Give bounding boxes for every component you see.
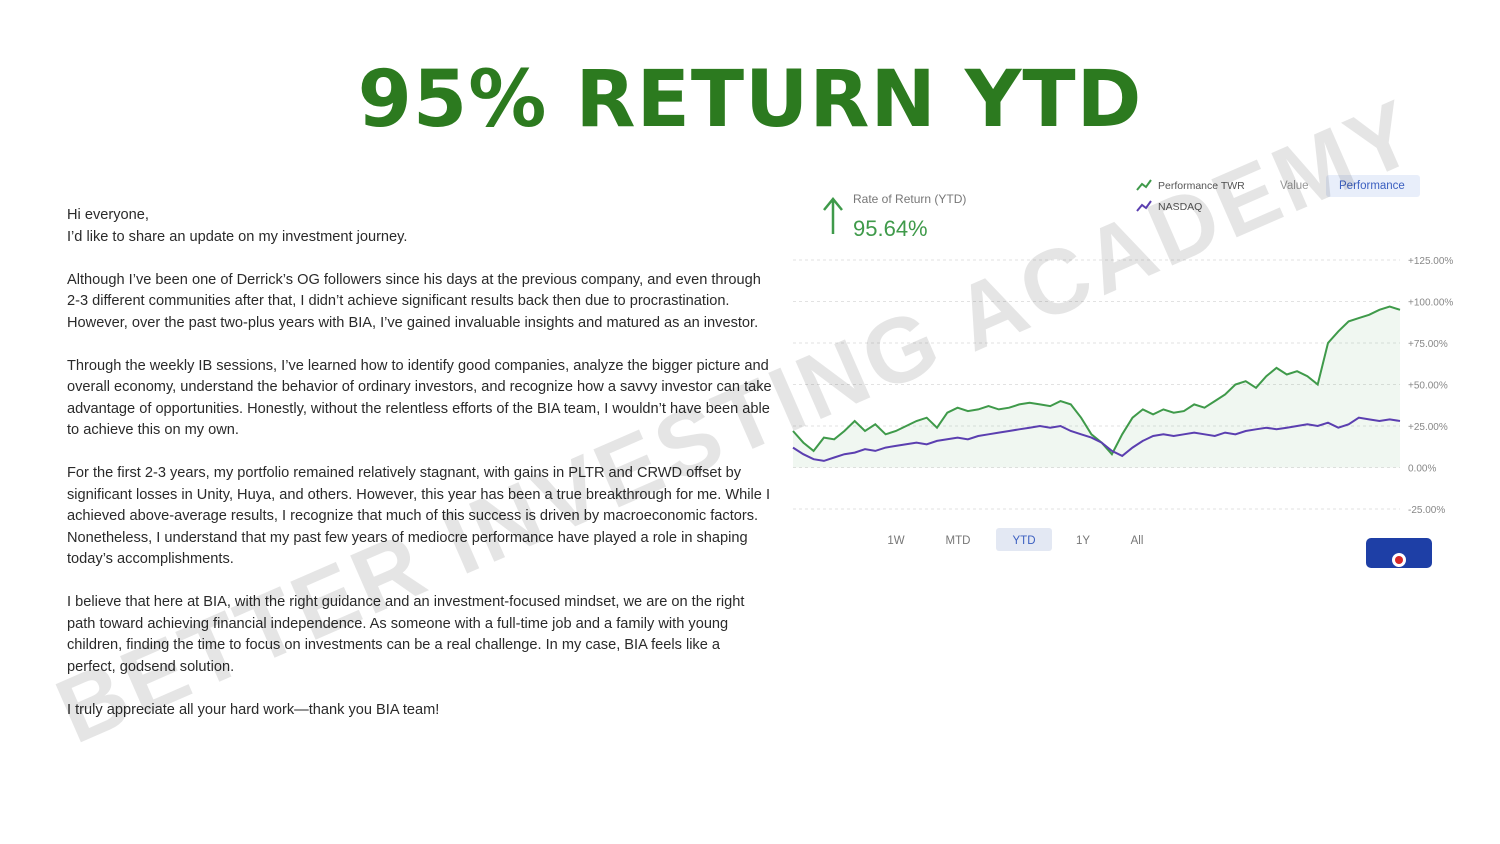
letter: Hi everyone, I’d like to share an update … [67,205,772,743]
chart-panel [785,165,1460,570]
legend-label: Performance TWR [1158,180,1245,192]
summary-label: Rate of Return (YTD) [853,192,966,206]
view-button-active [1326,175,1420,197]
legend-icon [1136,179,1152,191]
paragraph-line: Although I’ve been one of Derrick’s OG f… [67,271,761,331]
paragraph: Hi everyone, I’d like to share an update … [67,205,772,248]
paragraph: Although I’ve been one of Derrick’s OG f… [67,270,772,335]
range-button[interactable]: 1W [887,535,904,547]
paragraph-line: I truly appreciate all your hard work—th… [67,701,440,718]
paragraph-line: I’d like to share an update on my invest… [67,228,408,245]
line [792,416,1401,462]
up-arrow [823,197,843,234]
range-button-active [996,528,1052,551]
y-tick-label: +75.00% [1408,339,1448,350]
summary-value: 95.64% [853,216,928,241]
paragraph: Through the weekly IB sessions, I’ve lea… [67,356,772,442]
paragraph-line: Hi everyone, [67,207,149,223]
range-button[interactable]: YTD [1013,535,1036,547]
legend-icon [1136,200,1152,212]
paragraph: I truly appreciate all your hard work—th… [67,700,772,722]
y-tick-label: -25.00% [1408,505,1445,516]
legend-label: NASDAQ [1158,201,1202,213]
range-button[interactable]: All [1131,535,1144,547]
range-button[interactable]: 1Y [1076,535,1090,547]
view-button[interactable]: Value [1280,180,1309,192]
y-tick-label: 0.00% [1408,464,1436,475]
line [792,305,1401,456]
y-tick-label: +125.00% [1408,256,1453,267]
widget-dot-inner [1395,556,1403,564]
page-title: 95% RETURN YTD [357,55,1143,145]
range-button[interactable]: MTD [946,535,971,547]
y-tick-label: +25.00% [1408,422,1448,433]
paragraph-line: I believe that here at BIA, with the rig… [67,594,745,675]
paragraph-line: For the first 2-3 years, my portfolio re… [67,465,771,567]
paragraph-line: Through the weekly IB sessions, I’ve lea… [67,357,772,439]
y-tick-label: +100.00% [1408,298,1453,309]
view-button[interactable]: Performance [1339,180,1405,192]
y-tick-label: +50.00% [1408,381,1448,392]
paragraph: I believe that here at BIA, with the rig… [67,592,772,678]
area [793,306,1400,468]
paragraph: For the first 2-3 years, my portfolio re… [67,463,772,571]
